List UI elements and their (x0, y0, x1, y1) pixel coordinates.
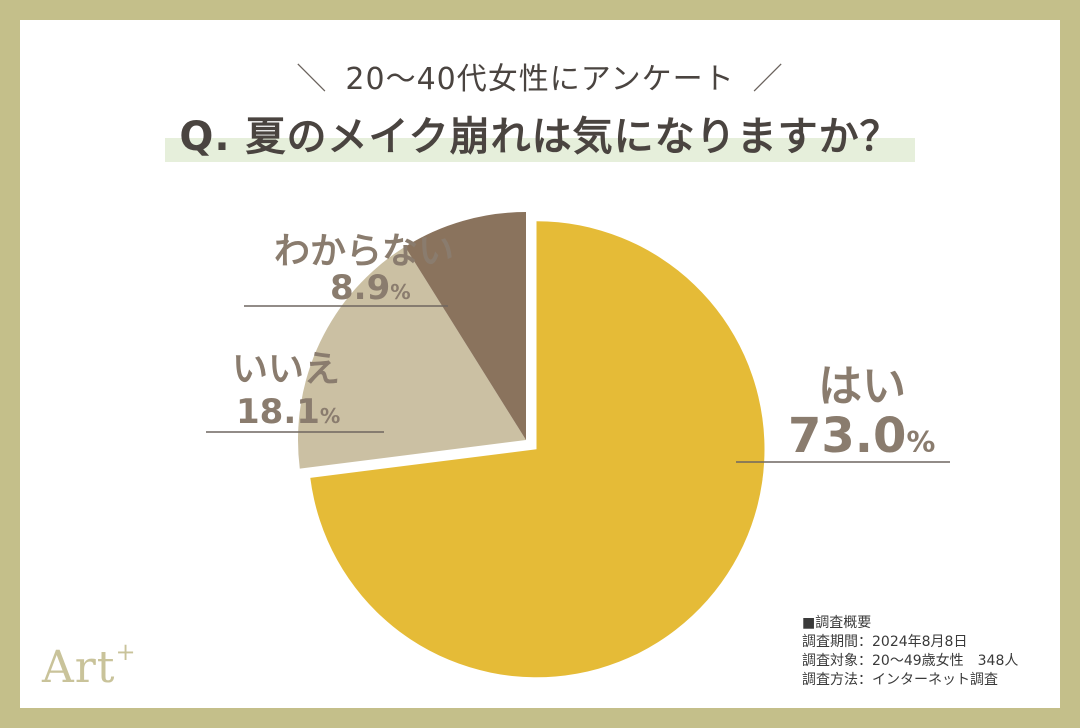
kicker-text: 20〜40代女性にアンケート (345, 62, 735, 97)
slice-value-yes: 73.0% (788, 408, 936, 464)
slice-label-dont-know: わからない (274, 231, 455, 272)
survey-target: 調査対象：20〜49歳女性 348人 (802, 653, 1019, 669)
kicker-right-mark: ／ (752, 62, 784, 97)
survey-kicker: ＼ 20〜40代女性にアンケート ／ (0, 54, 1080, 98)
chart-title: Q. 夏のメイク崩れは気になりますか？ (179, 114, 901, 160)
pie-slice-yes (310, 221, 765, 678)
survey-heading: ■調査概要 (802, 615, 872, 631)
slice-label-yes: はい (818, 361, 906, 412)
slice-value-no: 18.1% (236, 392, 341, 432)
survey-method: 調査方法：インターネット調査 (802, 672, 998, 688)
kicker-left-mark: ＼ (296, 62, 328, 97)
pie-slice-no (298, 246, 526, 469)
slice-value-dont-know: 8.9% (330, 268, 411, 308)
question-highlight-band (165, 138, 915, 162)
pie-slice-dont-know (405, 212, 526, 440)
survey-summary: ■調査概要 調査期間：2024年8月8日 調査対象：20〜49歳女性 348人 … (802, 614, 1018, 690)
survey-period: 調査期間：2024年8月8日 (802, 634, 968, 650)
brand-logo: Art+ (42, 638, 137, 693)
slice-label-no: いいえ (232, 349, 341, 390)
